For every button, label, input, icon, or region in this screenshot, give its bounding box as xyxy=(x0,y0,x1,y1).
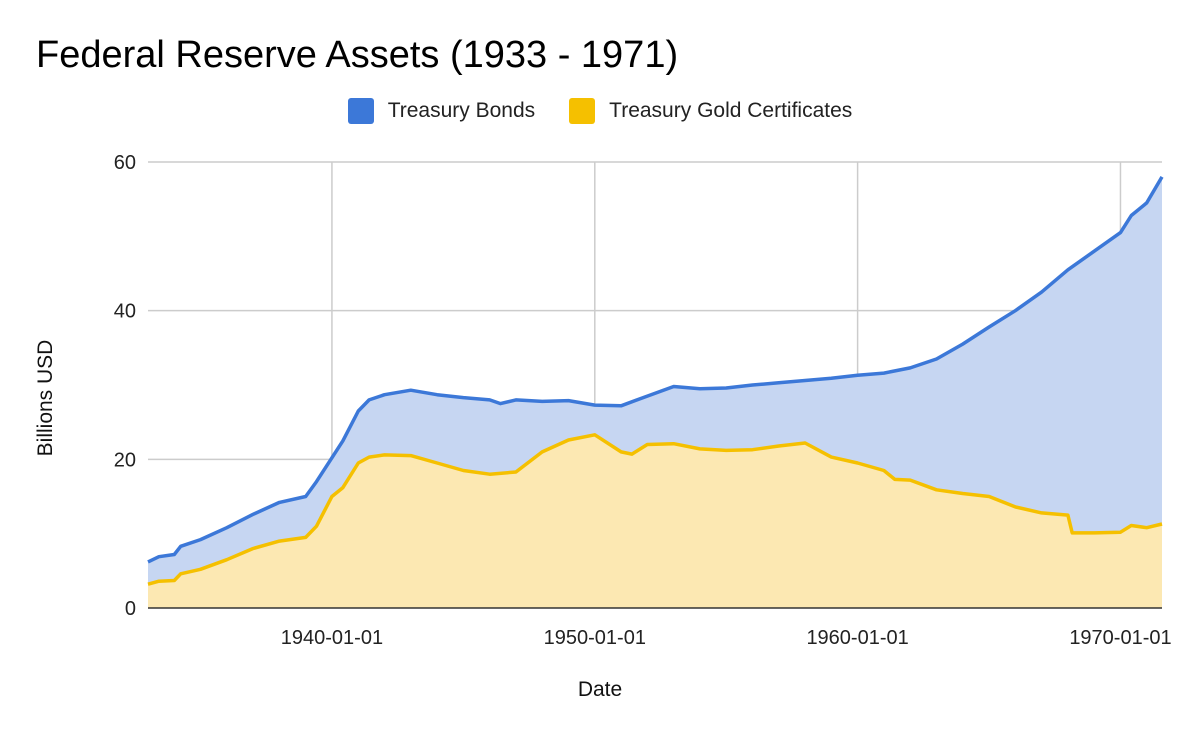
y-tick-label: 40 xyxy=(114,301,136,323)
x-tick-label: 1950-01-01 xyxy=(544,627,646,649)
chart-title: Federal Reserve Assets (1933 - 1971) xyxy=(36,34,679,76)
tick-labels: 0 20 40 60 1940-01-01 1950-01-01 1960-01-01 197… xyxy=(114,152,1172,649)
legend-swatch-treasury-gold-certificates xyxy=(569,98,596,124)
x-tick-label: 1940-01-01 xyxy=(281,627,383,649)
series-area-1 xyxy=(148,434,1162,608)
series-lines xyxy=(147,176,1164,586)
y-tick-label: 60 xyxy=(114,152,136,174)
x-tick-label: 1960-01-01 xyxy=(806,627,908,649)
legend-label-treasury-gold-certificates: Treasury Gold Certificates xyxy=(609,99,853,122)
x-axis-label: Date xyxy=(577,678,623,701)
legend-label-treasury-bonds: Treasury Bonds xyxy=(387,99,536,122)
legend-entry-treasury-bonds[interactable]: Treasury Bonds xyxy=(347,98,536,124)
series-line-0 xyxy=(147,176,1164,564)
y-tick-label: 20 xyxy=(114,449,136,471)
legend-entry-treasury-gold-certificates[interactable]: Treasury Gold Certificates xyxy=(569,98,852,124)
series-areas xyxy=(148,176,1162,608)
y-tick-label: 0 xyxy=(125,598,136,620)
x-tick-label: 1970-01-01 xyxy=(1069,627,1171,649)
legend: Treasury Bonds Treasury Gold Certificate… xyxy=(0,98,1200,124)
series-line-1 xyxy=(147,433,1163,586)
legend-swatch-treasury-bonds xyxy=(347,98,374,124)
